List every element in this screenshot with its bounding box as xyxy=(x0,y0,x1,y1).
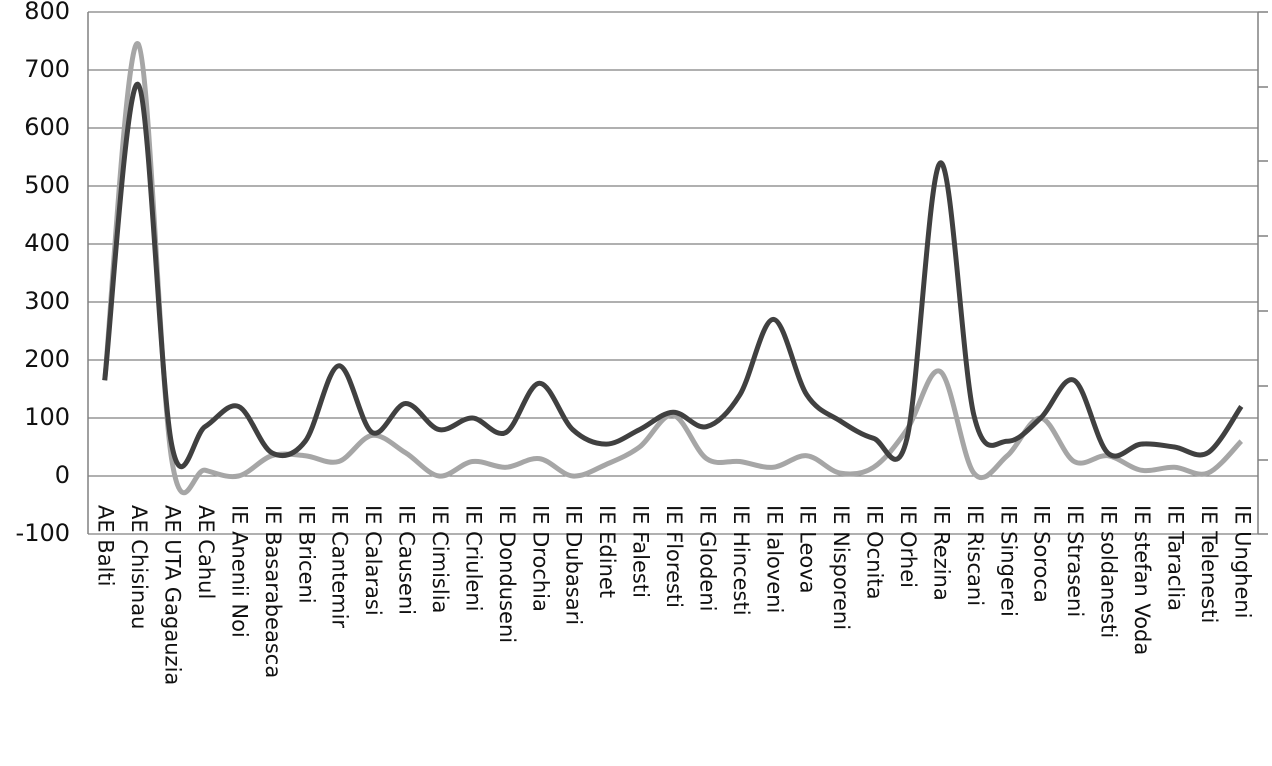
y-tick-label: 300 xyxy=(24,287,70,315)
x-tick-label: IE Orhei xyxy=(896,505,920,588)
y-tick-label: -100 xyxy=(16,519,70,547)
x-tick-label: IE Dubasari xyxy=(562,505,586,625)
x-tick-label: IE Ocnita xyxy=(863,505,887,599)
x-tick-label: IE Donduseni xyxy=(495,505,519,643)
right-axis-ticks xyxy=(1258,11,1268,535)
y-tick-label: 600 xyxy=(24,113,70,141)
x-tick-label: IE soldanesti xyxy=(1097,505,1121,638)
line-series xyxy=(102,81,1244,469)
y-tick-label: 100 xyxy=(24,403,70,431)
x-tick-label: AE UTA Gagauzia xyxy=(161,505,185,685)
x-tick-label: IE Falesti xyxy=(629,505,653,598)
x-tick-label: IE Causeni xyxy=(395,505,419,615)
x-tick-label: IE Cantemir xyxy=(328,505,352,628)
y-tick-label: 0 xyxy=(55,461,70,489)
x-tick-label: IE Cimislia xyxy=(428,505,452,613)
x-tick-label: AE Chisinau xyxy=(127,505,151,629)
x-tick-label: IE Glodeni xyxy=(695,505,719,612)
y-tick-label: 400 xyxy=(24,229,70,257)
x-tick-label: IE Telenesti xyxy=(1197,505,1221,623)
x-tick-label: IE Riscani xyxy=(963,505,987,606)
x-tick-label: AE Cahul xyxy=(194,505,218,599)
x-tick-label: IE Briceni xyxy=(294,505,318,604)
x-tick-label: IE Soroca xyxy=(1030,505,1054,603)
x-tick-label: IE Rezina xyxy=(929,505,953,601)
x-tick-label: IE Criuleni xyxy=(461,505,485,611)
x-tick-label: IE Edinet xyxy=(595,505,619,598)
x-tick-label: IE Nisporeni xyxy=(829,505,853,630)
x-tick-label: IE Basarabeasca xyxy=(261,505,285,678)
line-series xyxy=(102,41,1244,496)
x-tick-label: IE Hincesti xyxy=(729,505,753,616)
x-tick-label: IE Leova xyxy=(796,505,820,594)
x-tick-label: IE stefan Voda xyxy=(1130,505,1154,655)
x-tick-label: IE Singerei xyxy=(996,505,1020,617)
x-tick-label: IE Anenii Noi xyxy=(227,505,251,638)
x-tick-label: IE Ungheni xyxy=(1230,505,1254,619)
x-tick-label: IE Calarasi xyxy=(361,505,385,616)
x-tick-label: AE Balti xyxy=(94,505,118,587)
y-tick-label: 800 xyxy=(24,0,70,25)
x-tick-label: IE Floresti xyxy=(662,505,686,608)
x-tick-label: IE Taraclia xyxy=(1163,505,1187,611)
y-tick-label: 500 xyxy=(24,171,70,199)
x-tick-label: IE Ialoveni xyxy=(762,505,786,613)
x-tick-label: IE Drochia xyxy=(528,505,552,612)
y-tick-label: 700 xyxy=(24,55,70,83)
x-tick-label: IE Straseni xyxy=(1063,505,1087,617)
y-tick-label: 200 xyxy=(24,345,70,373)
